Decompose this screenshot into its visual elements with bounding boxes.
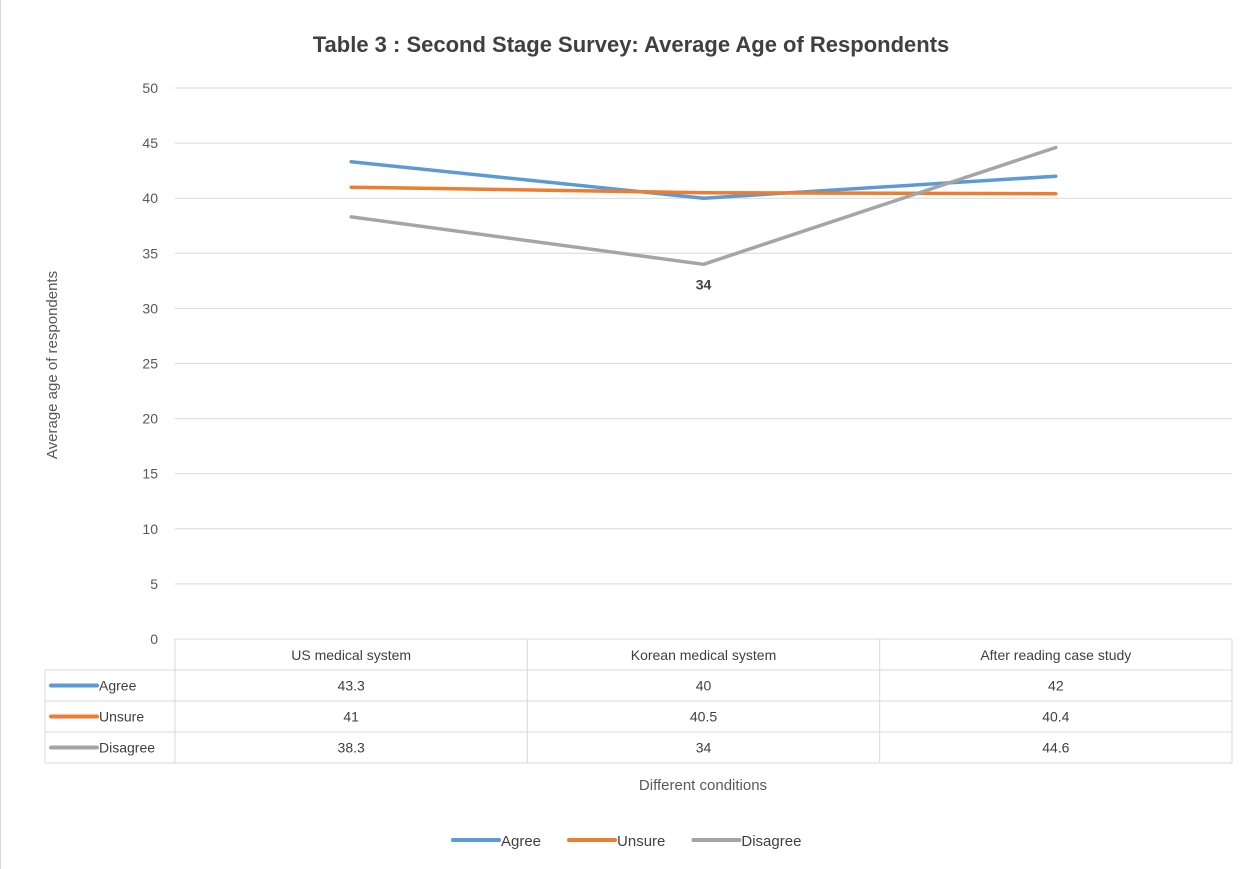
table-cell: 34: [696, 740, 712, 756]
y-tick-label: 45: [142, 135, 158, 151]
y-tick-label: 15: [142, 466, 158, 482]
y-tick-label: 20: [142, 411, 158, 427]
x-category-label: After reading case study: [980, 647, 1131, 663]
gridlines: [175, 87, 1232, 585]
legend: Agree Unsure Disagree: [451, 833, 801, 850]
data-table: US medical system Korean medical system Af…: [44, 638, 1233, 764]
table-cell: 44.6: [1042, 740, 1069, 756]
y-tick-label: 0: [150, 631, 158, 647]
table-cell: 41: [343, 709, 359, 725]
table-row-label: Disagree: [99, 740, 155, 756]
series-line-agree: [349, 160, 1058, 200]
y-tick-label: 30: [142, 300, 158, 316]
table-cell: 43.3: [338, 678, 365, 694]
table-row-label: Agree: [99, 678, 137, 694]
y-tick-label: 50: [142, 80, 158, 96]
table-cell: 40: [696, 678, 712, 694]
series-line-unsure: [349, 185, 1058, 196]
x-axis-title: Different conditions: [639, 777, 767, 794]
legend-label-unsure: Unsure: [617, 833, 665, 850]
y-tick-label: 35: [142, 245, 158, 261]
y-tick-label: 5: [150, 576, 158, 592]
y-axis-ticks: 0 5 10 15 20 25 30 35 40 45 50: [142, 80, 158, 647]
data-label: 34: [696, 276, 712, 292]
table-cell: 38.3: [338, 740, 365, 756]
table-cell: 40.4: [1042, 709, 1069, 725]
y-tick-label: 10: [142, 521, 158, 537]
legend-label-disagree: Disagree: [741, 833, 801, 850]
table-row-label: Unsure: [99, 709, 144, 725]
x-category-label: US medical system: [291, 647, 411, 663]
table-cell: 40.5: [690, 709, 717, 725]
y-axis-title: Average age of respondents: [44, 271, 61, 459]
table-cell: 42: [1048, 678, 1064, 694]
legend-label-agree: Agree: [501, 833, 541, 850]
series-lines: [349, 145, 1058, 267]
y-tick-label: 25: [142, 356, 158, 372]
series-line-disagree: [349, 145, 1058, 267]
x-category-label: Korean medical system: [631, 647, 777, 663]
chart-title: Table 3 : Second Stage Survey: Average A…: [313, 32, 950, 57]
data-labels: 34: [696, 276, 712, 292]
y-tick-label: 40: [142, 190, 158, 206]
